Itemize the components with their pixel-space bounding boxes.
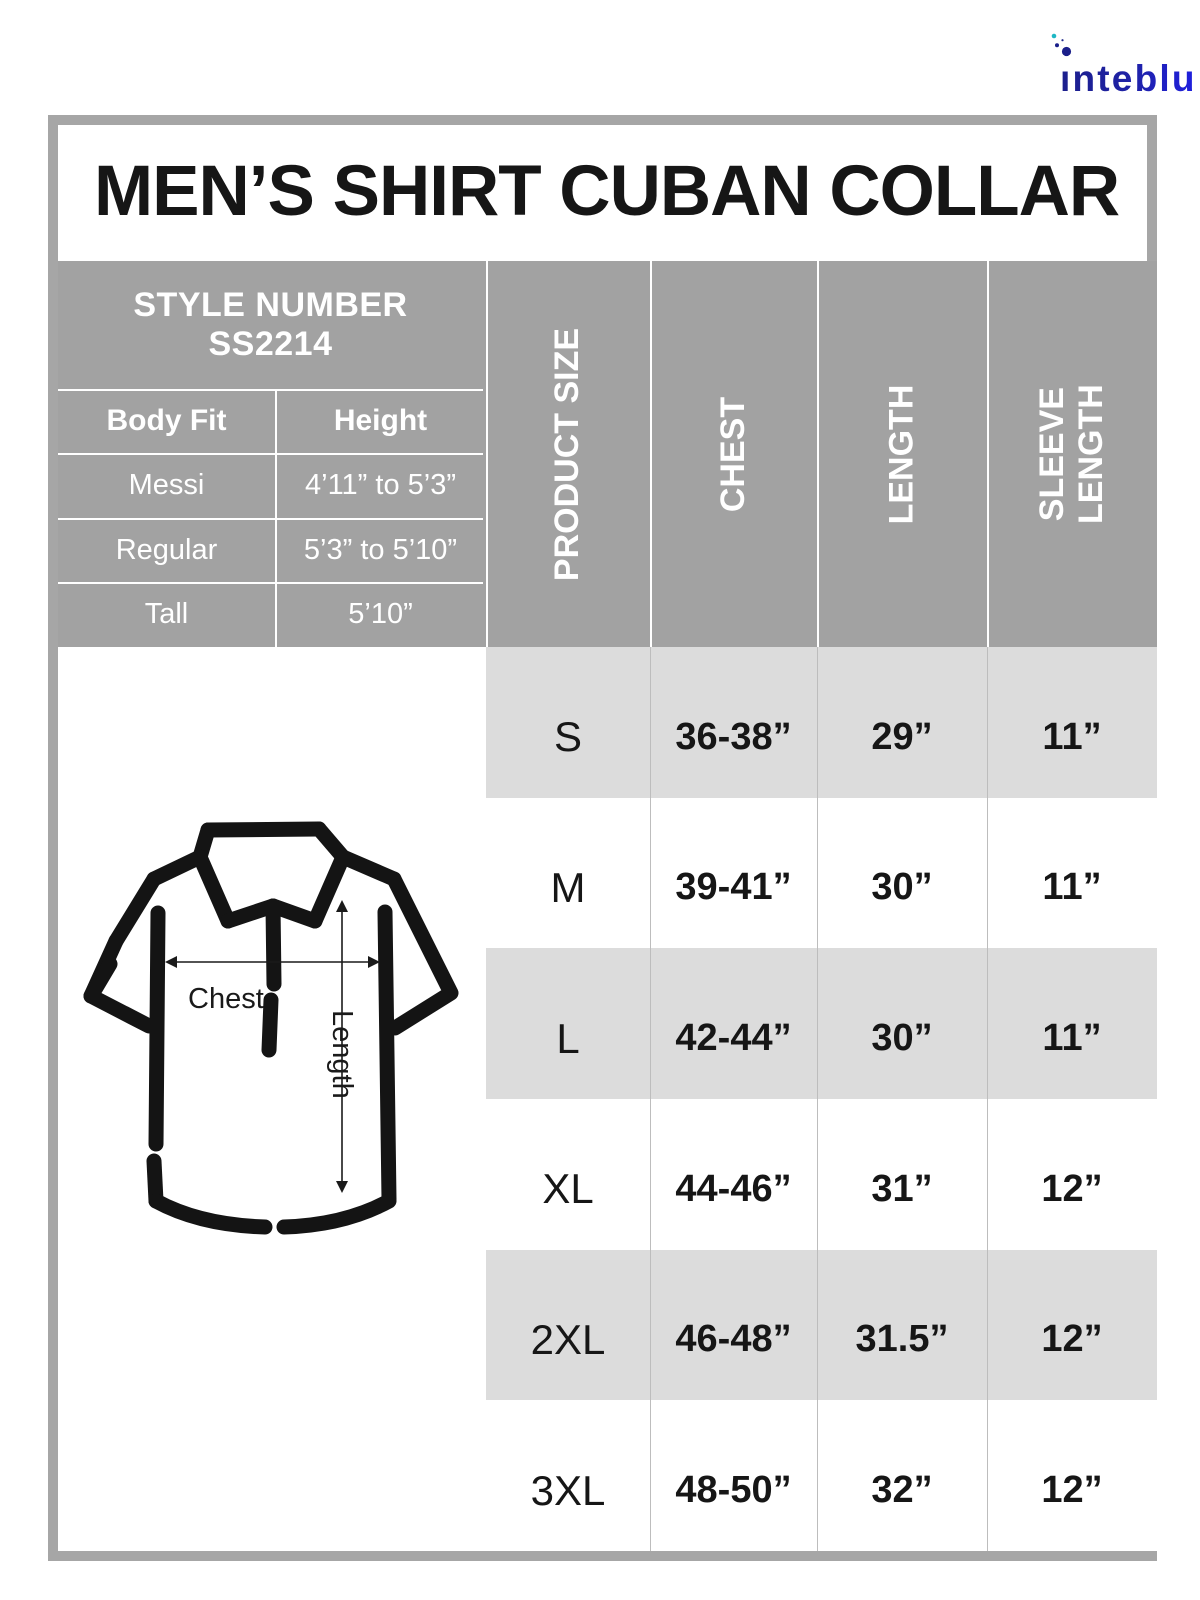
svg-text:ınteblu: ınteblu [1060, 58, 1197, 98]
